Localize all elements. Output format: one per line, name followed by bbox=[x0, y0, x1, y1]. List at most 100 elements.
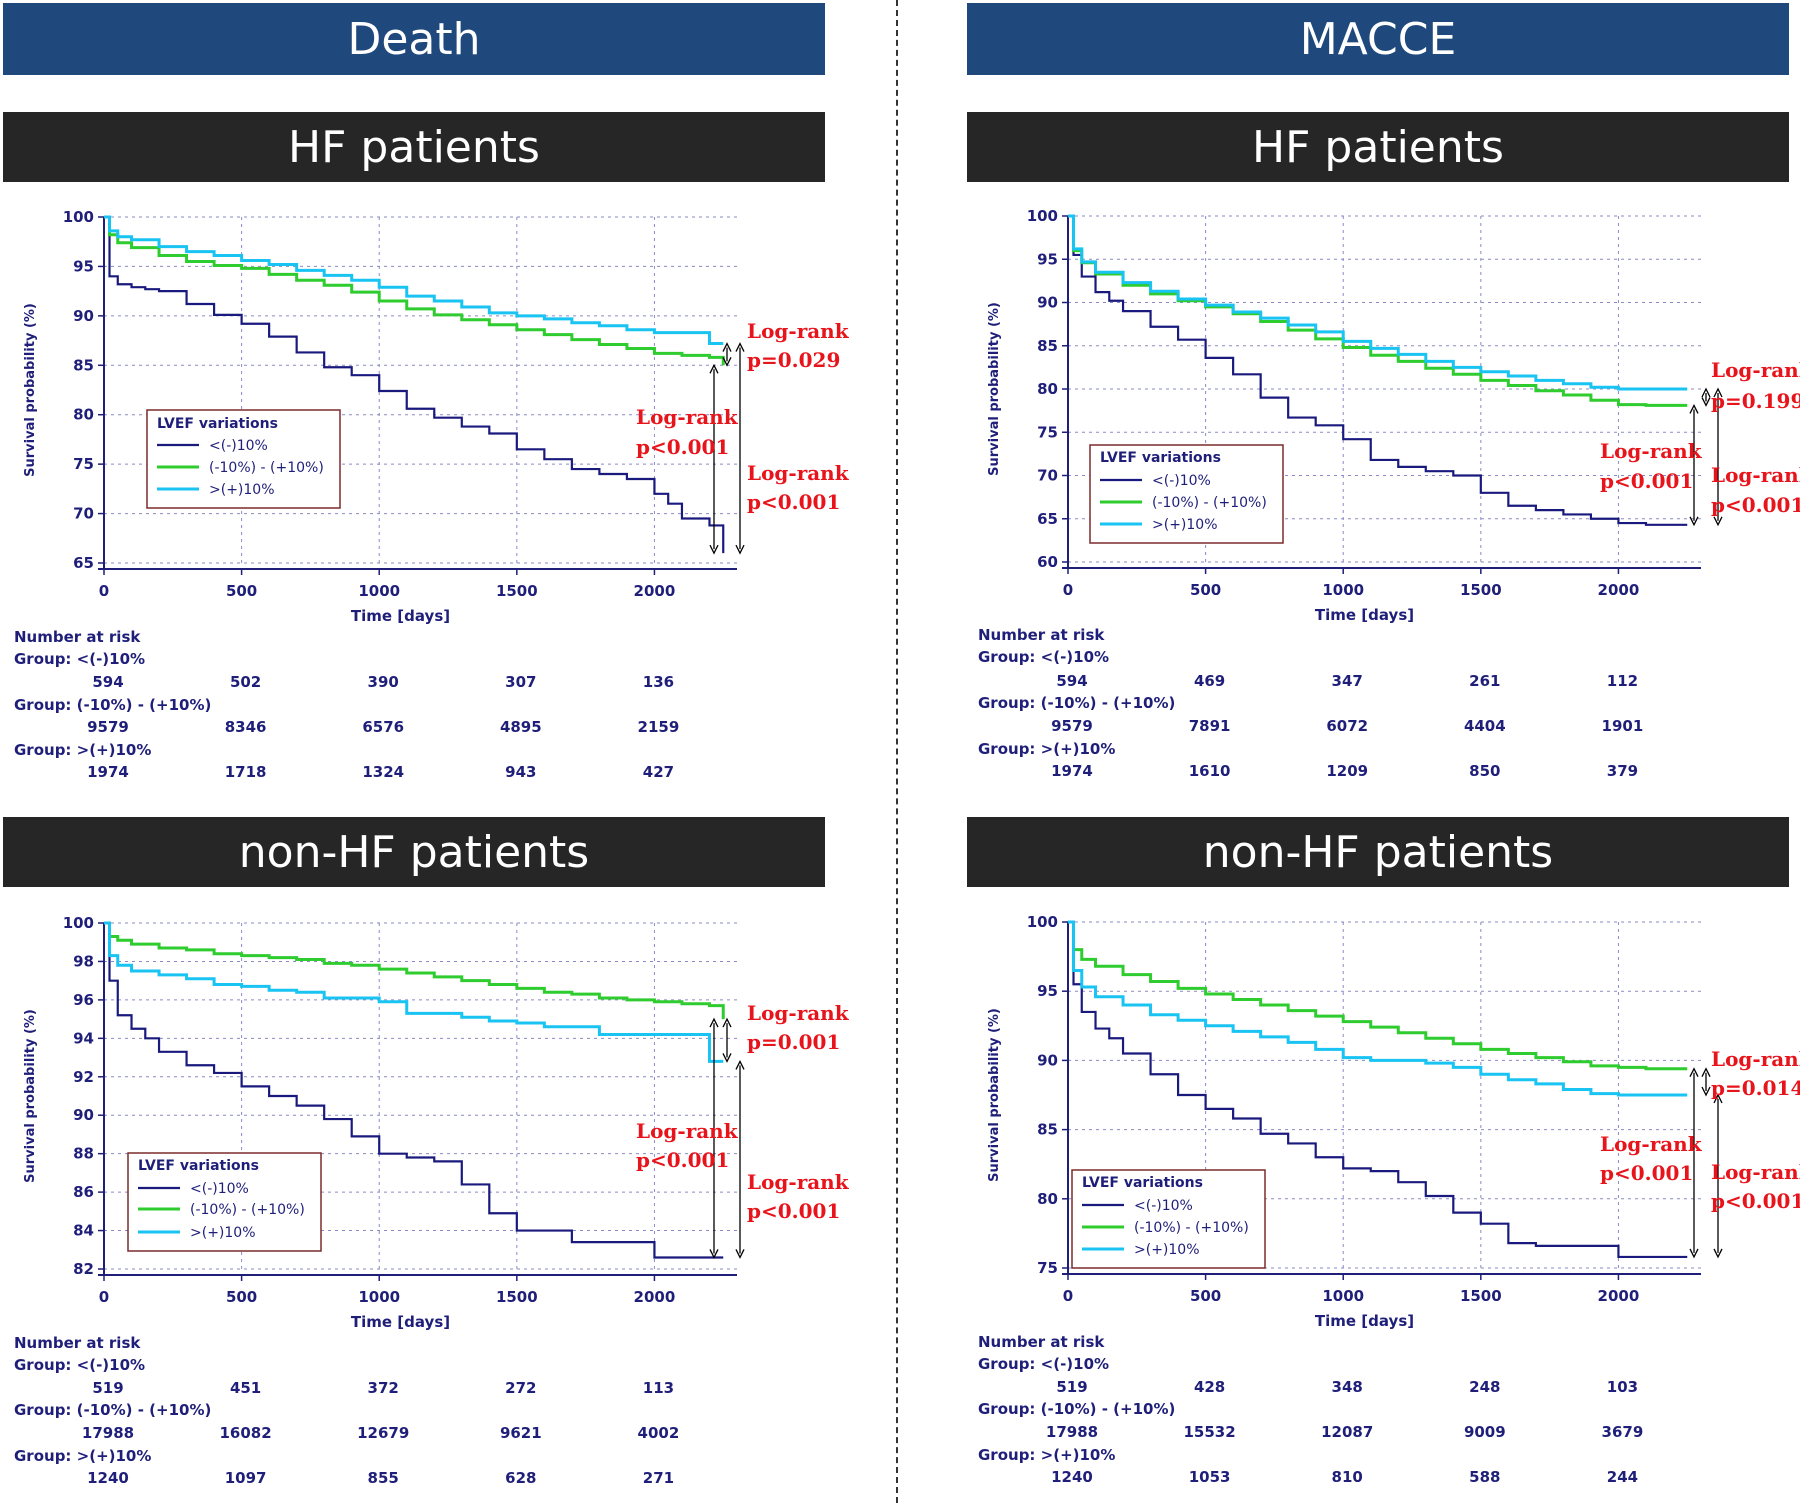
risk-value: 372 bbox=[368, 1379, 399, 1397]
legend-box bbox=[1071, 1169, 1266, 1269]
arrow-head bbox=[722, 1053, 732, 1063]
risk-group-label: Group: <(-)10% bbox=[14, 1356, 145, 1374]
y-tick-label: 94 bbox=[73, 1029, 94, 1047]
y-tick-label: 85 bbox=[1037, 337, 1058, 355]
y-tick-label: 65 bbox=[73, 554, 94, 572]
x-tick-label: 1000 bbox=[358, 582, 400, 600]
legend-entry: >(+)10% bbox=[190, 1225, 256, 1241]
risk-group-label: Group: <(-)10% bbox=[978, 1355, 1109, 1373]
arrow-head bbox=[735, 544, 745, 555]
risk-table-title: Number at risk bbox=[978, 1333, 1105, 1351]
y-tick-label: 100 bbox=[1027, 207, 1058, 225]
pvalue-label: Log-rank bbox=[1711, 1160, 1800, 1184]
series-line-1 bbox=[1068, 920, 1688, 1071]
arrow-head bbox=[1713, 387, 1723, 398]
arrow-head bbox=[735, 1249, 745, 1259]
y-tick-label: 100 bbox=[1027, 913, 1058, 931]
x-axis-label: Time [days] bbox=[1315, 606, 1414, 624]
y-tick-label: 60 bbox=[1037, 553, 1058, 571]
series-line-0 bbox=[1068, 214, 1688, 526]
y-tick-label: 80 bbox=[73, 406, 94, 424]
x-tick-label: 1500 bbox=[1460, 581, 1502, 599]
series-line-2 bbox=[1068, 920, 1688, 1097]
x-tick-label: 2000 bbox=[1598, 581, 1640, 599]
risk-value: 588 bbox=[1469, 1468, 1500, 1486]
series-line-2 bbox=[104, 215, 724, 346]
pvalue-value: p=0.001 bbox=[747, 1030, 840, 1054]
pvalue-value: p=0.029 bbox=[747, 348, 840, 372]
risk-value: 1718 bbox=[225, 763, 267, 781]
y-tick-label: 100 bbox=[63, 914, 94, 932]
y-tick-label: 95 bbox=[1037, 250, 1058, 268]
arrow-head bbox=[709, 363, 719, 374]
risk-value: 1901 bbox=[1602, 717, 1644, 735]
risk-value: 810 bbox=[1332, 1468, 1363, 1486]
pvalue-label: Log-rank bbox=[1711, 358, 1800, 382]
risk-group-label: Group: >(+)10% bbox=[14, 1447, 151, 1465]
pvalue-label: Log-rank bbox=[747, 319, 850, 343]
risk-value: 4002 bbox=[638, 1424, 680, 1442]
legend-entry: (-10%) - (+10%) bbox=[1134, 1220, 1249, 1236]
pvalue-value: p<0.001 bbox=[747, 490, 840, 514]
arrow-head bbox=[1701, 1067, 1711, 1077]
y-tick-label: 80 bbox=[1037, 1190, 1058, 1208]
pvalue-label: Log-rank bbox=[1600, 1132, 1703, 1156]
x-tick-label: 1500 bbox=[496, 1288, 538, 1306]
risk-value: 348 bbox=[1332, 1378, 1363, 1396]
risk-value: 12679 bbox=[357, 1424, 409, 1442]
risk-group-label: Group: (-10%) - (+10%) bbox=[14, 696, 211, 714]
risk-value: 8346 bbox=[225, 718, 267, 736]
risk-value: 136 bbox=[643, 673, 674, 691]
risk-value: 850 bbox=[1469, 762, 1500, 780]
arrow-head bbox=[1713, 1248, 1723, 1259]
risk-group-label: Group: (-10%) - (+10%) bbox=[14, 1401, 211, 1419]
risk-value: 271 bbox=[643, 1469, 674, 1487]
risk-value: 7891 bbox=[1189, 717, 1231, 735]
risk-value: 113 bbox=[643, 1379, 674, 1397]
pvalue-value: p<0.001 bbox=[636, 1148, 729, 1172]
pvalue-label: Log-rank bbox=[747, 1001, 850, 1025]
series-line-0 bbox=[104, 215, 725, 554]
arrow-head bbox=[735, 342, 745, 352]
y-tick-label: 92 bbox=[73, 1068, 94, 1086]
legend-box bbox=[146, 409, 341, 509]
risk-value: 3679 bbox=[1602, 1423, 1644, 1441]
y-axis-label: Survival probability (%) bbox=[987, 1008, 1002, 1182]
risk-value: 4404 bbox=[1464, 717, 1506, 735]
legend-title: LVEF variations bbox=[1100, 450, 1221, 466]
x-tick-label: 0 bbox=[1063, 581, 1073, 599]
risk-value: 261 bbox=[1469, 672, 1500, 690]
legend-entry: (-10%) - (+10%) bbox=[190, 1202, 305, 1218]
x-tick-label: 1500 bbox=[1460, 1287, 1502, 1305]
risk-value: 1324 bbox=[362, 763, 404, 781]
risk-group-label: Group: <(-)10% bbox=[978, 648, 1109, 666]
y-tick-label: 65 bbox=[1037, 510, 1058, 528]
series-line-0 bbox=[104, 921, 724, 1259]
y-tick-label: 96 bbox=[73, 991, 94, 1009]
y-tick-label: 82 bbox=[73, 1260, 94, 1278]
x-tick-label: 500 bbox=[226, 1288, 257, 1306]
legend-title: LVEF variations bbox=[157, 416, 278, 432]
x-tick-label: 500 bbox=[1190, 581, 1221, 599]
arrow-head bbox=[722, 342, 732, 352]
risk-value: 1974 bbox=[87, 763, 129, 781]
risk-value: 1974 bbox=[1051, 762, 1093, 780]
legend-entry: >(+)10% bbox=[1152, 517, 1218, 533]
x-tick-label: 500 bbox=[1190, 1287, 1221, 1305]
legend-entry: (-10%) - (+10%) bbox=[209, 460, 324, 476]
arrow-head bbox=[709, 544, 719, 555]
y-tick-label: 95 bbox=[1037, 982, 1058, 1000]
risk-value: 6072 bbox=[1326, 717, 1368, 735]
legend-box bbox=[127, 1152, 322, 1252]
y-tick-label: 75 bbox=[1037, 1259, 1058, 1277]
y-tick-label: 90 bbox=[1037, 1051, 1058, 1069]
risk-value: 427 bbox=[643, 763, 674, 781]
pvalue-value: p=0.199 bbox=[1711, 389, 1800, 413]
series-line-1 bbox=[1068, 214, 1688, 407]
x-tick-label: 2000 bbox=[634, 582, 676, 600]
column-title-macce: MACCE bbox=[967, 3, 1789, 75]
risk-value: 1240 bbox=[1051, 1468, 1093, 1486]
